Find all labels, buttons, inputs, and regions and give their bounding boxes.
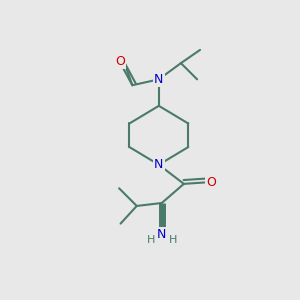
Text: N: N xyxy=(154,73,164,86)
Text: N: N xyxy=(154,158,164,171)
Text: H: H xyxy=(146,235,155,245)
Text: H: H xyxy=(169,235,177,245)
Text: N: N xyxy=(157,228,167,241)
Text: O: O xyxy=(116,55,125,68)
Text: O: O xyxy=(206,176,216,189)
